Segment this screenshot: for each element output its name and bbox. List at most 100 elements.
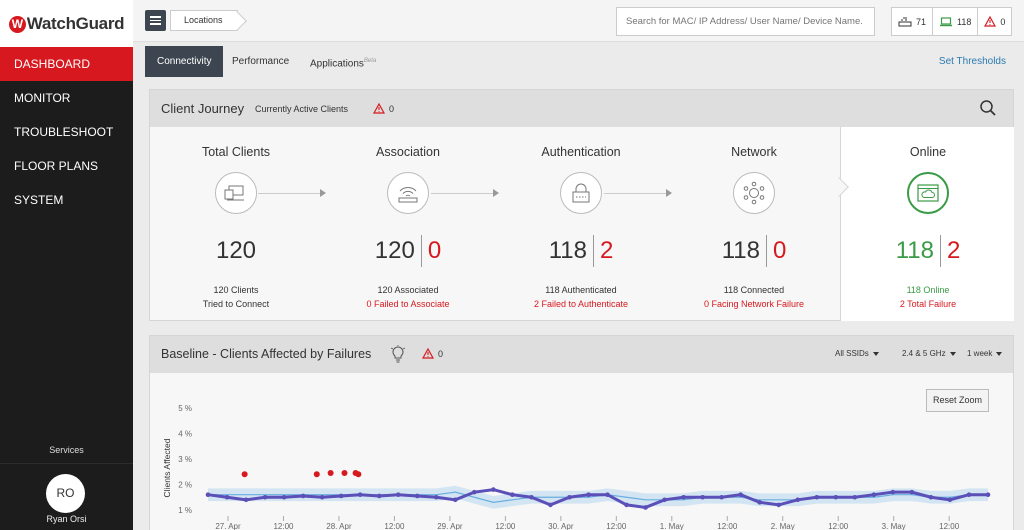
stage-count: 118 2 [853,235,1003,267]
brand-logo: W WatchGuard [8,13,125,34]
flow-arrow-icon [320,189,326,197]
search-input[interactable] [616,7,875,36]
band-filter-value: 2.4 & 5 GHz [902,349,946,358]
stage-count: 118 2 [506,235,656,267]
online-failures: 2 [946,237,961,264]
series-point [472,489,477,495]
client-journey-alert[interactable]: 0 [373,103,394,114]
menu-toggle-button[interactable] [145,10,166,31]
sidebar-item-floor-plans[interactable]: FLOOR PLANS [14,159,99,173]
chevron-down-icon [872,351,879,356]
series-point [262,494,268,500]
devices-stat[interactable]: 71 [892,8,934,35]
ssid-filter-value: All SSIDs [835,349,869,358]
x-tick-label: 3. May [882,522,906,530]
series-point [624,502,629,508]
logo-text: WatchGuard [26,13,125,33]
flow-arrow-icon [666,189,672,197]
clients-stat[interactable]: 118 [933,8,979,35]
alerts-stat[interactable]: 0 [978,8,1011,35]
stage-failure-detail: 0 Failed to Associate [366,299,450,309]
baseline-alert-count: 0 [438,348,444,359]
baseline-alert[interactable]: 0 [422,348,443,359]
stage-title: Association [376,145,440,159]
stage-failure-detail: 0 Facing Network Failure [703,299,805,309]
series-point [586,492,591,497]
wifi-router-icon [387,172,429,214]
series-point [243,497,249,503]
devices-icon [215,172,257,214]
series-point [319,494,325,500]
stage-failures: 2 [599,237,614,264]
flow-connector [431,193,493,194]
search-icon[interactable] [979,99,997,117]
tabs-row: Connectivity Performance ApplicationsBet… [133,43,1024,77]
x-tick-label: 27. Apr [215,522,241,530]
stage-online[interactable]: Online 118 2 118 Online 2 Total Failure [853,127,1003,309]
tab-applications[interactable]: ApplicationsBeta [298,46,388,77]
status-summary: 71 118 0 [891,7,1013,36]
series-point [281,494,287,500]
period-filter-value: 1 week [967,349,993,358]
baseline-chart[interactable]: Clients Affected 5 % 4 % 3 % 2 % 1 % 27. Apr 12… [150,373,1015,530]
set-thresholds-link[interactable]: Set Thresholds [938,56,1006,67]
baseline-band [208,485,988,509]
client-journey-header: Client Journey Currently Active Clients … [150,90,1013,127]
series-point [833,494,839,500]
beta-badge: Beta [363,58,377,64]
alert-icon [422,348,434,359]
ssid-filter-dropdown[interactable]: All SSIDs [835,349,879,358]
x-tick-label: 12:00 [273,522,294,530]
y-tick-label: 5 % [178,404,192,413]
series-point [795,497,801,503]
reset-zoom-button[interactable]: Reset Zoom [925,389,989,412]
breadcrumb[interactable]: Locations [170,10,238,31]
online-panel: Online 118 2 118 Online 2 Total Failure [840,127,1014,321]
sidebar-item-monitor[interactable]: MONITOR [14,91,71,105]
user-name: Ryan Orsi [46,514,87,524]
stage-failures: 0 [427,237,442,264]
stage-association[interactable]: Association 120 0 120 Associated 0 Failed… [333,127,483,309]
band-filter-dropdown[interactable]: 2.4 & 5 GHz [902,349,956,358]
series-point [376,493,382,499]
failure-point [327,470,334,477]
stage-count: 120 0 [333,235,483,267]
x-tick-label: 12:00 [384,522,405,530]
tab-performance[interactable]: Performance [232,56,290,67]
stage-count: 120 [161,235,311,267]
series-point [890,489,896,495]
x-tick-label: 28. Apr [326,522,352,530]
stage-summary: 120 Associated [377,285,439,295]
lightbulb-icon[interactable] [391,345,405,363]
x-tick-label: 12:00 [495,522,516,530]
stage-network[interactable]: Network 118 0 118 Connected 0 Facing Netw… [679,127,829,309]
stage-success: 120 [374,237,415,264]
tab-connectivity[interactable]: Connectivity [145,46,224,77]
series-clients-affected-line [207,488,988,509]
client-journey-subtitle: Currently Active Clients [255,104,349,114]
series-point [414,493,420,499]
failure-point [241,471,248,478]
avatar[interactable]: RO [46,474,85,513]
stage-title: Authentication [541,145,621,159]
services-link[interactable]: Services [49,445,84,455]
stage-failures: 0 [772,237,787,264]
alert-icon [984,16,997,27]
sidebar-item-dashboard[interactable]: DASHBOARD [0,47,133,81]
period-filter-dropdown[interactable]: 1 week [967,349,1003,358]
sidebar-item-troubleshoot[interactable]: TROUBLESHOOT [14,125,114,139]
logo-area[interactable]: W WatchGuard [0,0,133,47]
series-point [776,502,782,508]
flow-connector [258,193,320,194]
access-point-icon [898,17,912,26]
client-journey-alert-count: 0 [389,103,395,114]
stage-total-clients[interactable]: Total Clients 120 120 Clients Tried to C… [161,127,311,309]
series-point [643,505,648,510]
stage-authentication[interactable]: Authentication 118 2 118 Authenticated 2 … [506,127,656,309]
x-tick-label: 29. Apr [437,522,463,530]
series-point [738,492,743,497]
flow-arrow-icon [493,189,499,197]
sidebar-item-system[interactable]: SYSTEM [14,193,64,207]
baseline-card: Baseline - Clients Affected by Failures … [149,335,1014,530]
cloud-window-icon [907,172,949,214]
